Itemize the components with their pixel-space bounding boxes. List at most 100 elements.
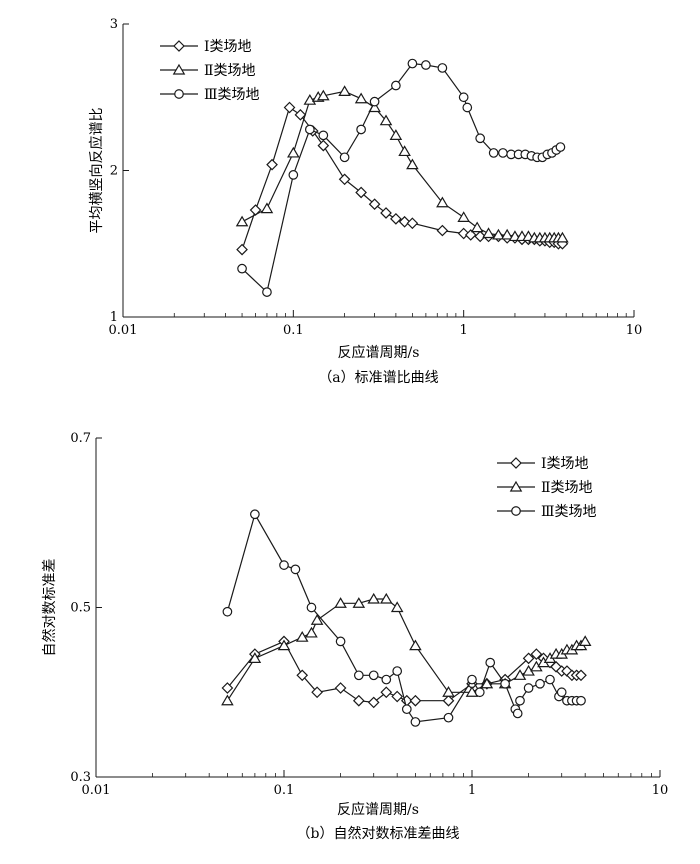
data-point [443,712,454,723]
data-point [381,674,392,685]
data-point [482,227,495,239]
data-point [500,678,510,689]
data-point [290,564,301,575]
data-point [352,694,365,707]
series-3 [237,58,566,297]
legend-marker [510,457,522,469]
data-point [248,652,262,663]
data-point [380,207,392,219]
data-point [492,228,505,240]
y-tick-label: 0.5 [70,601,91,616]
data-point [368,670,379,681]
x-tick-label: 0.01 [109,323,138,338]
data-point [467,674,477,685]
data-point [311,686,323,699]
series-3 [222,509,586,727]
data-point [236,243,248,256]
data-point [221,682,234,694]
x-axis-label: 反应谱周期/s [337,801,419,818]
series-2 [221,592,592,706]
legend-marker [174,89,184,99]
data-point [530,648,543,660]
data-point [500,228,514,240]
data-point [310,614,324,625]
data-point [398,145,411,157]
data-point [353,670,364,681]
data-point [389,129,403,140]
data-point [303,93,317,105]
chart-b: 0.01 0.1 1 10 0.3 0.5 0.7 反应谱周期/s 自然对数标准差 （b）自然对数… [41,431,668,842]
legend-entry: Ⅰ类场地 [204,39,252,55]
data-point [266,158,278,171]
data-point [296,669,309,682]
legend-entry: Ⅱ类场地 [204,63,256,79]
data-point [317,89,330,101]
legend-entry: Ⅲ类场地 [204,87,260,103]
data-point [338,85,351,96]
data-point [237,263,247,274]
data-point [465,686,479,697]
data-point [545,674,555,685]
data-point [352,597,366,608]
data-point [555,142,566,152]
data-point [379,114,393,126]
data-point [305,626,318,638]
data-point [578,635,592,647]
data-point [283,101,296,114]
data-point [338,173,351,186]
series-1 [236,101,569,256]
data-point [249,204,262,216]
legend-marker [509,480,523,492]
y-tick-label: 0.3 [70,770,91,785]
data-point [485,657,496,668]
data-point [392,666,403,676]
data-point [406,158,419,170]
data-point [556,231,569,243]
data-point [391,690,404,703]
data-point [295,630,309,642]
data-point [535,678,545,689]
data-point [523,683,534,693]
y-tick-label: 1 [110,310,118,325]
data-point [436,196,449,208]
data-point [458,92,469,103]
data-point [335,636,346,647]
data-point [318,130,329,141]
data-point [475,133,486,144]
data-point [334,682,347,694]
data-point [522,652,535,665]
data-point [464,229,477,241]
legend-marker [172,63,186,75]
y-tick-label: 2 [110,164,118,179]
data-point [421,60,431,70]
legend-entry: Ⅰ类场地 [541,456,589,472]
data-point [306,602,317,613]
data-point [287,146,300,158]
data-point [556,687,567,698]
data-point [576,695,586,706]
x-axis-label: 反应谱周期/s [338,344,420,361]
series-2 [235,85,569,243]
data-point [288,170,299,180]
x-tick-label: 10 [626,323,643,338]
data-point [339,152,350,163]
x-tick-label: 0.1 [274,783,295,798]
data-point [442,686,455,697]
data-point [512,708,523,719]
data-point [304,124,315,135]
data-point [462,102,473,113]
y-axis-label: 自然对数标准差 [41,559,58,657]
data-point [406,217,419,230]
data-point [379,592,393,604]
data-point [356,124,366,135]
chart-caption: （a）标准谱比曲线 [318,370,438,386]
legend-marker [511,506,521,516]
data-point [380,686,393,699]
data-point [277,639,291,651]
chart-caption: （b）自然对数标准差曲线 [297,825,460,842]
x-tick-label: 10 [652,783,669,798]
legend-marker [173,40,185,52]
data-point [390,601,404,613]
data-point [474,230,487,243]
